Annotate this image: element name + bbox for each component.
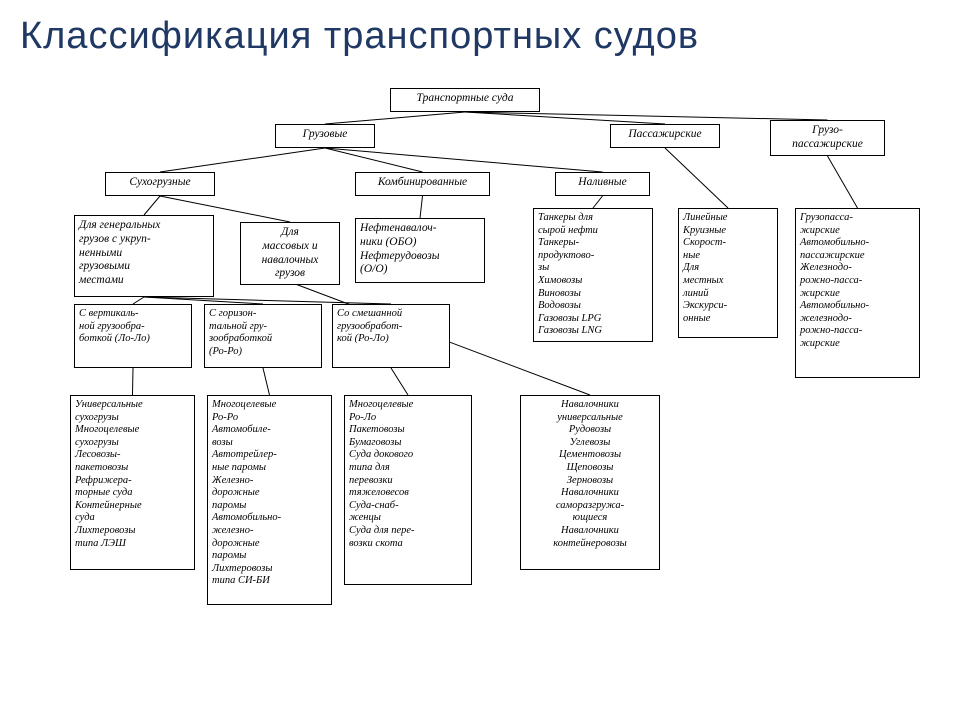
edge-r4a-r5a bbox=[133, 368, 134, 395]
node-dry: Сухогрузные bbox=[105, 172, 215, 196]
page-title: Классификация транспортных судов bbox=[20, 15, 699, 58]
node-r5c: Многоцелевые Ро-Ло Пакетовозы Бумаговозы… bbox=[344, 395, 472, 585]
node-r3e: Линейные Круизные Скорост- ные Для местн… bbox=[678, 208, 778, 338]
edge-root-cargo bbox=[325, 112, 465, 124]
edge-cargo-liq bbox=[325, 148, 603, 172]
edge-r3a-r4b bbox=[144, 297, 263, 304]
node-r3b: Для массовых и навалочных грузов bbox=[240, 222, 340, 285]
node-r3f: Грузопасса- жирские Автомобильно- пассаж… bbox=[795, 208, 920, 378]
node-r3d: Танкеры для сырой нефти Танкеры- продукт… bbox=[533, 208, 653, 342]
node-liq: Наливные bbox=[555, 172, 650, 196]
node-comb: Комбинированные bbox=[355, 172, 490, 196]
edge-r4b-r5b bbox=[263, 368, 270, 395]
edge-comb-r3c bbox=[420, 196, 423, 218]
edge-cargo-dry bbox=[160, 148, 325, 172]
node-r3a: Для генеральных грузов с укруп- ненными … bbox=[74, 215, 214, 297]
node-r4b: С горизон- тальной гру- зообработкой (Ро… bbox=[204, 304, 322, 368]
node-gpass: Грузо- пассажирские bbox=[770, 120, 885, 156]
edge-r4c-r5c bbox=[391, 368, 408, 395]
node-r3c: Нефтенавалоч- ники (ОБО) Нефтерудовозы (… bbox=[355, 218, 485, 283]
edge-root-pass bbox=[465, 112, 665, 124]
edge-gpass-r3f bbox=[828, 156, 858, 208]
node-r4a: С вертикаль- ной грузообра- боткой (Ло-Л… bbox=[74, 304, 192, 368]
node-pass: Пассажирские bbox=[610, 124, 720, 148]
edge-dry-r3a bbox=[144, 196, 160, 215]
edge-r3a-r4c bbox=[144, 297, 391, 304]
edge-r3a-r4a bbox=[133, 297, 144, 304]
edge-cargo-comb bbox=[325, 148, 423, 172]
node-r5b: Многоцелевые Ро-Ро Автомобиле- возы Авто… bbox=[207, 395, 332, 605]
node-r5d: Навалочники универсальные Рудовозы Углев… bbox=[520, 395, 660, 570]
edge-pass-r3e bbox=[665, 148, 728, 208]
node-r5a: Универсальные сухогрузы Многоцелевые сух… bbox=[70, 395, 195, 570]
node-r4c: Со смешанной грузообработ- кой (Ро-Ло) bbox=[332, 304, 450, 368]
edge-liq-r3d bbox=[593, 196, 603, 208]
node-root: Транспортные суда bbox=[390, 88, 540, 112]
node-cargo: Грузовые bbox=[275, 124, 375, 148]
edge-root-gpass bbox=[465, 112, 828, 120]
